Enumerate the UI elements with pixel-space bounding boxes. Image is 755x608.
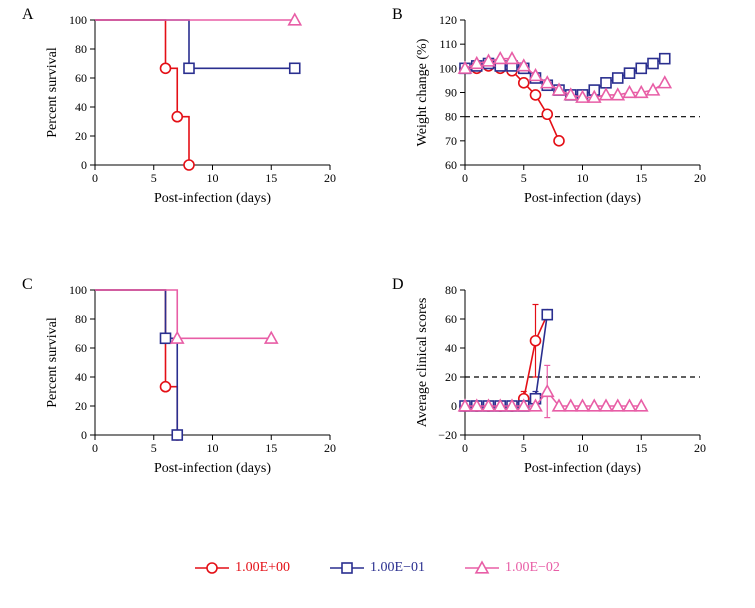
chart-A: 0 5 10 15 20 0 20 40 60 80 100 Post-infection (days… bbox=[40, 10, 340, 210]
svg-text:10: 10 bbox=[207, 171, 219, 185]
svg-text:60: 60 bbox=[445, 158, 457, 172]
svg-text:80: 80 bbox=[445, 110, 457, 124]
panel-label-B: B bbox=[392, 6, 403, 24]
legend-marker-1 bbox=[330, 560, 364, 576]
panel-label-C: C bbox=[22, 276, 33, 294]
svg-text:0: 0 bbox=[92, 441, 98, 455]
svg-text:15: 15 bbox=[635, 171, 647, 185]
svg-text:Weight change (%): Weight change (%) bbox=[415, 38, 430, 146]
panel-label-A: A bbox=[22, 6, 34, 24]
svg-text:100: 100 bbox=[69, 13, 87, 27]
svg-text:Percent survival: Percent survival bbox=[45, 317, 60, 408]
panel-C: C05101520020406080100Post-infection (day… bbox=[40, 280, 340, 480]
svg-text:5: 5 bbox=[151, 171, 157, 185]
svg-text:40: 40 bbox=[445, 341, 457, 355]
panel-label-D: D bbox=[392, 276, 404, 294]
svg-text:80: 80 bbox=[75, 312, 87, 326]
svg-text:−20: −20 bbox=[438, 428, 457, 442]
legend-label-0: 1.00E+00 bbox=[235, 560, 290, 576]
svg-text:0: 0 bbox=[92, 171, 98, 185]
svg-text:5: 5 bbox=[521, 441, 527, 455]
legend-label-1: 1.00E−01 bbox=[370, 560, 425, 576]
legend-item-2: 1.00E−02 bbox=[465, 560, 560, 576]
svg-text:80: 80 bbox=[445, 283, 457, 297]
legend-item-1: 1.00E−01 bbox=[330, 560, 425, 576]
svg-text:0: 0 bbox=[81, 428, 87, 442]
svg-text:40: 40 bbox=[75, 100, 87, 114]
legend-item-0: 1.00E+00 bbox=[195, 560, 290, 576]
svg-text:5: 5 bbox=[521, 171, 527, 185]
legend-marker-0 bbox=[195, 560, 229, 576]
svg-text:80: 80 bbox=[75, 42, 87, 56]
svg-text:0: 0 bbox=[81, 158, 87, 172]
svg-text:120: 120 bbox=[439, 13, 457, 27]
chart-B: 0 5 10 15 20 60 70 80 90 100 110 120 Post-infection … bbox=[410, 10, 710, 210]
svg-text:5: 5 bbox=[151, 441, 157, 455]
svg-text:20: 20 bbox=[75, 399, 87, 413]
svg-text:20: 20 bbox=[324, 441, 336, 455]
svg-text:Post-infection (days): Post-infection (days) bbox=[524, 191, 641, 206]
svg-text:20: 20 bbox=[694, 171, 706, 185]
svg-text:Percent survival: Percent survival bbox=[45, 47, 60, 138]
svg-text:15: 15 bbox=[265, 441, 277, 455]
svg-text:Post-infection (days): Post-infection (days) bbox=[524, 461, 641, 476]
svg-text:15: 15 bbox=[265, 171, 277, 185]
svg-text:Post-infection (days): Post-infection (days) bbox=[154, 191, 271, 206]
svg-text:60: 60 bbox=[75, 71, 87, 85]
svg-text:40: 40 bbox=[75, 370, 87, 384]
svg-text:60: 60 bbox=[75, 341, 87, 355]
svg-text:0: 0 bbox=[462, 171, 468, 185]
svg-text:20: 20 bbox=[324, 171, 336, 185]
svg-text:0: 0 bbox=[462, 441, 468, 455]
chart-C: 0 5 10 15 20 0 20 40 60 80 100 Post-infection (days… bbox=[40, 280, 340, 480]
svg-text:Post-infection (days): Post-infection (days) bbox=[154, 461, 271, 476]
panel-B: B0510152060708090100110120Post-infection… bbox=[410, 10, 710, 210]
svg-text:20: 20 bbox=[445, 370, 457, 384]
svg-text:0: 0 bbox=[451, 399, 457, 413]
svg-text:70: 70 bbox=[445, 134, 457, 148]
legend-label-2: 1.00E−02 bbox=[505, 560, 560, 576]
svg-text:60: 60 bbox=[445, 312, 457, 326]
legend-marker-2 bbox=[465, 560, 499, 576]
legend: 1.00E+00 1.00E−01 1.00E−02 bbox=[0, 560, 755, 576]
svg-text:100: 100 bbox=[439, 61, 457, 75]
svg-text:110: 110 bbox=[439, 37, 457, 51]
panel-D: D05101520−20020406080Post-infection (day… bbox=[410, 280, 710, 480]
svg-text:20: 20 bbox=[694, 441, 706, 455]
panel-A: A05101520020406080100Post-infection (day… bbox=[40, 10, 340, 210]
svg-text:90: 90 bbox=[445, 86, 457, 100]
svg-text:10: 10 bbox=[207, 441, 219, 455]
svg-text:100: 100 bbox=[69, 283, 87, 297]
svg-text:15: 15 bbox=[635, 441, 647, 455]
svg-text:Average clinical scores: Average clinical scores bbox=[415, 298, 430, 428]
svg-text:10: 10 bbox=[577, 441, 589, 455]
figure: A05101520020406080100Post-infection (day… bbox=[0, 0, 755, 608]
svg-text:10: 10 bbox=[577, 171, 589, 185]
chart-D: 0 5 10 15 20 −20 0 20 40 60 80 Post-infection (days… bbox=[410, 280, 710, 480]
svg-text:20: 20 bbox=[75, 129, 87, 143]
